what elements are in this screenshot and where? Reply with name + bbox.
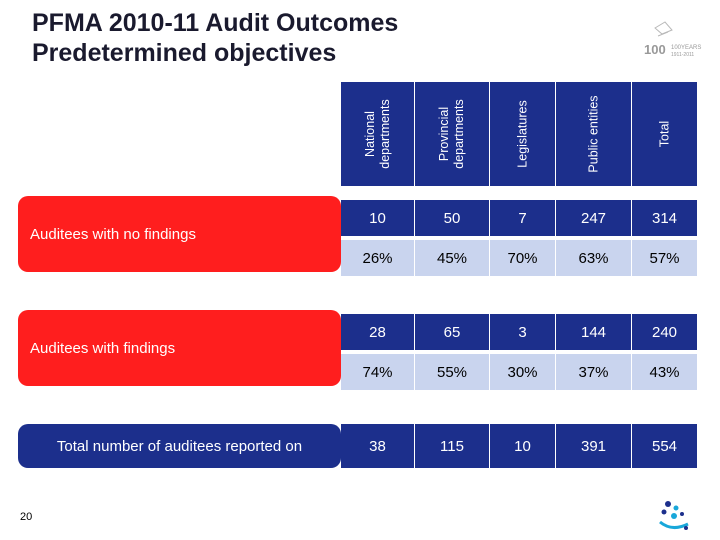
title-line-1: PFMA 2010-11 Audit Outcomes: [32, 9, 399, 37]
cell-total-public: 391: [556, 424, 631, 468]
logo-dates: 1911-2011: [671, 52, 694, 58]
cell-no-findings-provincial-pct: 45%: [415, 240, 489, 276]
agsa-logo-icon: [659, 501, 689, 530]
col-header-total: Total: [632, 82, 697, 186]
cell-no-findings-provincial-count: 50: [415, 200, 489, 236]
cell-no-findings-public-count: 247: [556, 200, 631, 236]
cell-total-total: 554: [632, 424, 697, 468]
col-header-public-entities: Public entities: [556, 82, 631, 186]
col-header-legislatures: Legislatures: [490, 82, 555, 186]
cell-total-national: 38: [341, 424, 414, 468]
cell-no-findings-total-pct: 57%: [632, 240, 697, 276]
cell-findings-total-count: 240: [632, 314, 697, 350]
cell-findings-provincial-count: 65: [415, 314, 489, 350]
cell-findings-national-pct: 74%: [341, 354, 414, 390]
cell-no-findings-national-count: 10: [341, 200, 414, 236]
cell-findings-public-pct: 37%: [556, 354, 631, 390]
row-label-no-findings: Auditees with no findings: [18, 196, 341, 272]
col-header-national: National departments: [341, 82, 414, 186]
row-label-findings: Auditees with findings: [18, 310, 341, 386]
cell-no-findings-total-count: 314: [632, 200, 697, 236]
cell-findings-public-count: 144: [556, 314, 631, 350]
cell-total-provincial: 115: [415, 424, 489, 468]
title-line-2: Predetermined objectives: [32, 39, 337, 67]
page-number: 20: [20, 511, 33, 523]
svg-text:100: 100: [644, 42, 666, 57]
centenary-logo: 100 100YEARS 1911-2011: [644, 21, 701, 58]
cell-no-findings-national-pct: 26%: [341, 240, 414, 276]
cell-total-legislatures: 10: [490, 424, 555, 468]
cell-findings-legislatures-count: 3: [490, 314, 555, 350]
cell-no-findings-legislatures-count: 7: [490, 200, 555, 236]
cell-findings-national-count: 28: [341, 314, 414, 350]
row-label-total: Total number of auditees reported on: [18, 424, 341, 468]
cell-no-findings-public-pct: 63%: [556, 240, 631, 276]
col-header-provincial: Provincial departments: [415, 82, 489, 186]
cell-no-findings-legislatures-pct: 70%: [490, 240, 555, 276]
logo-years: 100YEARS: [671, 45, 701, 51]
cell-findings-provincial-pct: 55%: [415, 354, 489, 390]
cell-findings-total-pct: 43%: [632, 354, 697, 390]
page-title: PFMA 2010-11 Audit Outcomes Predetermine…: [32, 8, 398, 68]
cell-findings-legislatures-pct: 30%: [490, 354, 555, 390]
